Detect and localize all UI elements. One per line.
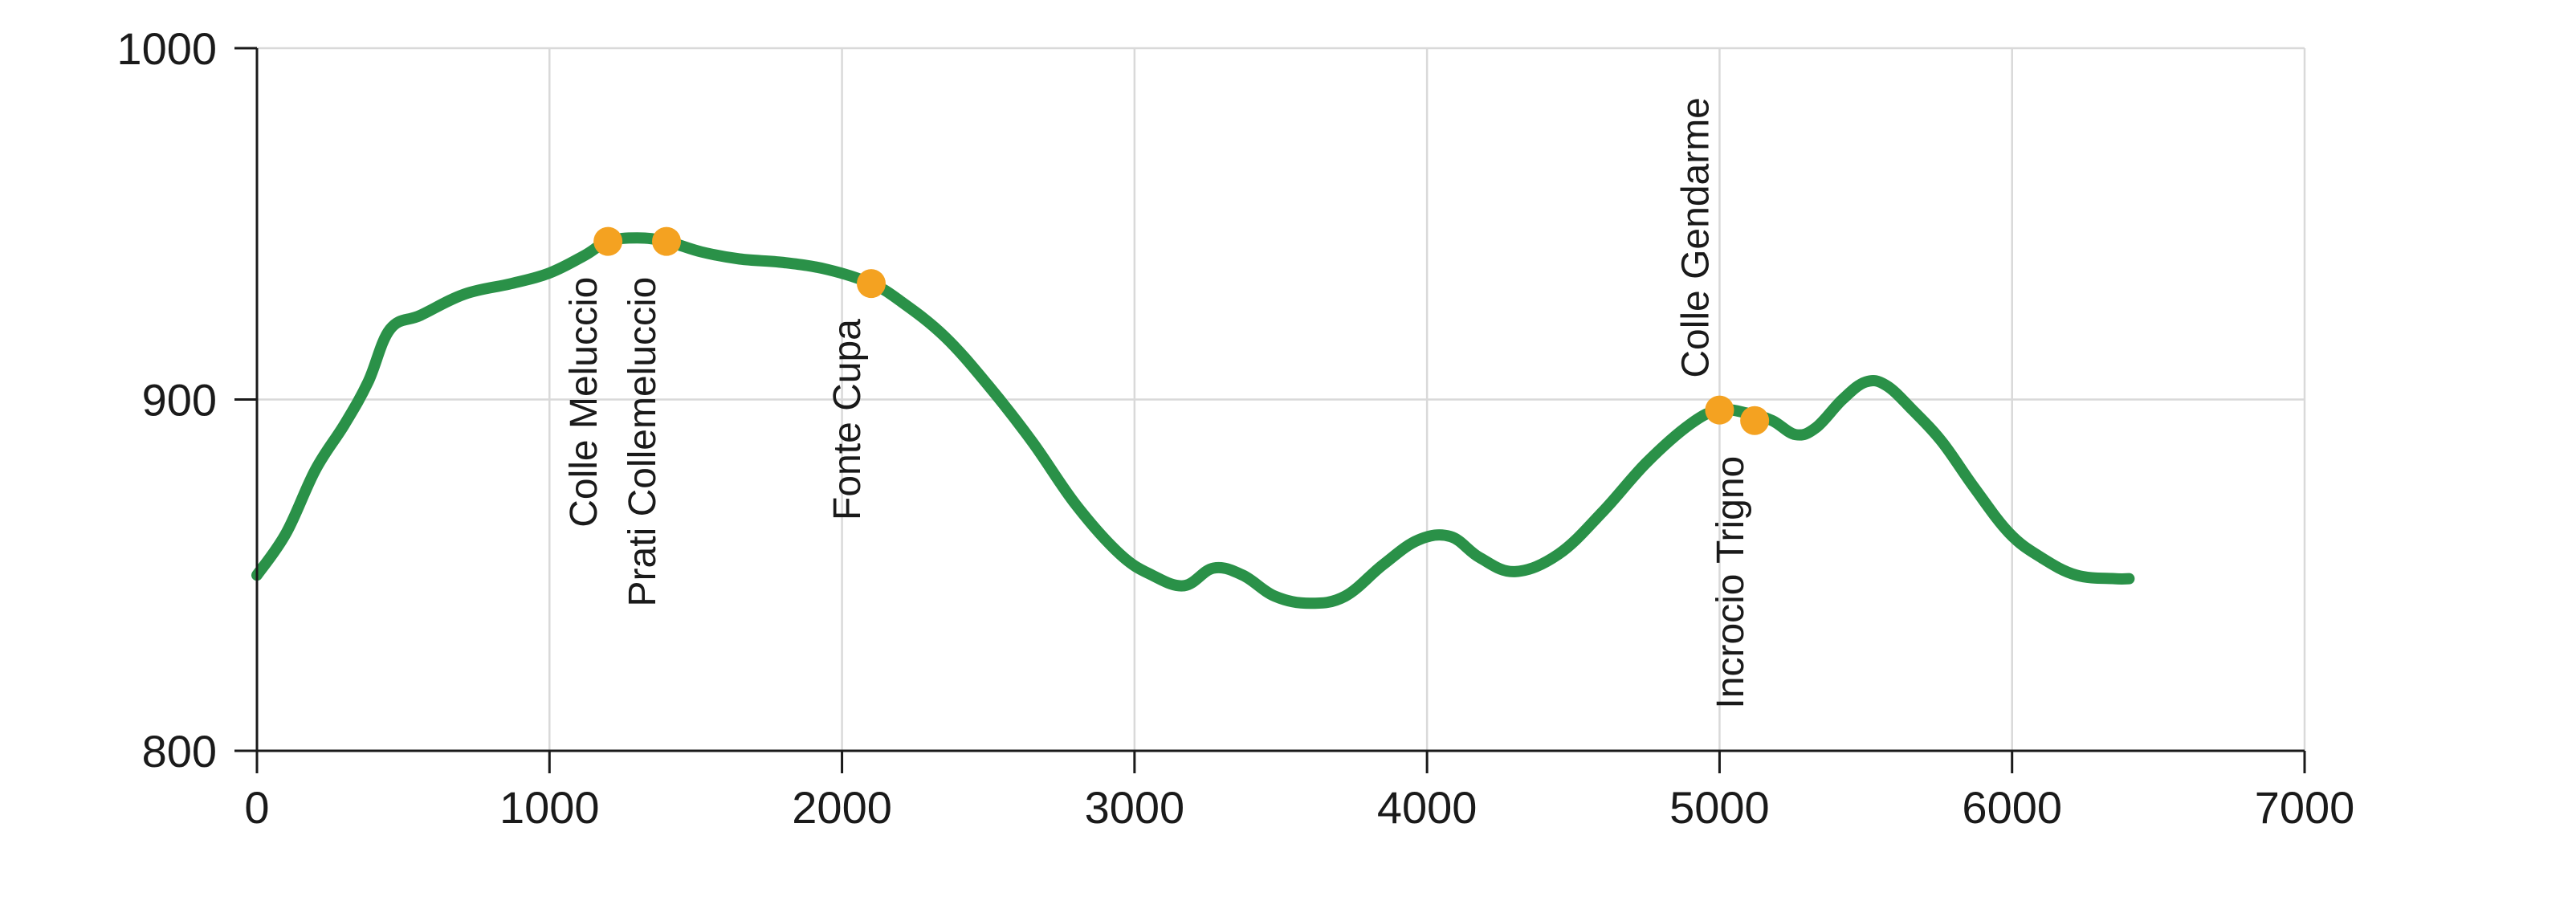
x-tick-label: 4000 xyxy=(1377,782,1478,833)
x-tick-label: 1000 xyxy=(499,782,600,833)
x-tick-label: 0 xyxy=(244,782,269,833)
chart-background xyxy=(0,0,2576,909)
poi-label: Incrocio Trigno xyxy=(1710,456,1752,709)
poi-label: Prati Collemeluccio xyxy=(622,277,664,607)
poi-label: Colle Meluccio xyxy=(563,277,605,528)
x-tick-label: 5000 xyxy=(1669,782,1770,833)
x-tick-label: 2000 xyxy=(792,782,892,833)
x-tick-label: 7000 xyxy=(2255,782,2355,833)
poi-label: Fonte Cupa xyxy=(826,319,869,520)
y-tick-label: 900 xyxy=(142,375,217,426)
x-tick-label: 3000 xyxy=(1085,782,1185,833)
poi-marker xyxy=(593,227,622,256)
poi-marker xyxy=(1705,396,1734,425)
y-tick-label: 1000 xyxy=(116,23,217,74)
poi-marker xyxy=(652,227,681,256)
poi-marker xyxy=(1740,406,1769,435)
y-tick-label: 800 xyxy=(142,726,217,777)
x-tick-label: 6000 xyxy=(1962,782,2062,833)
chart-svg: Colle Meluccio Prati Collemeluccio Fonte C… xyxy=(0,0,2576,909)
poi-marker xyxy=(857,269,886,298)
poi-label: Colle Gendarme xyxy=(1674,97,1717,378)
elevation-profile-chart: Colle Meluccio Prati Collemeluccio Fonte C… xyxy=(0,0,2576,909)
